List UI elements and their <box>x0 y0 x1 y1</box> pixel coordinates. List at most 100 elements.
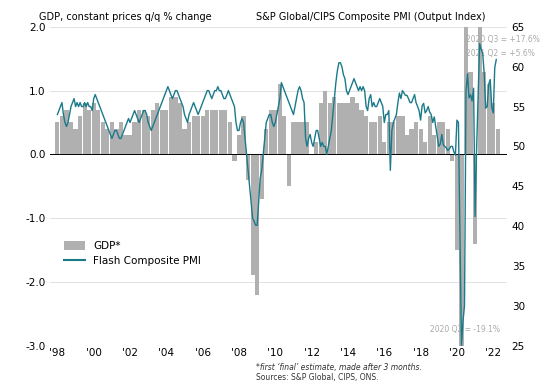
Bar <box>228 122 232 154</box>
Bar <box>400 116 404 154</box>
Bar <box>146 116 150 154</box>
Bar <box>164 110 168 154</box>
Bar <box>409 129 414 154</box>
Bar <box>241 116 246 154</box>
Bar <box>105 129 109 154</box>
Bar <box>405 135 409 154</box>
Bar <box>110 122 114 154</box>
Bar <box>378 116 382 154</box>
Bar <box>482 71 486 154</box>
Bar <box>251 154 255 275</box>
Bar <box>178 103 182 154</box>
Bar <box>55 122 60 154</box>
Bar <box>264 129 268 154</box>
Bar <box>491 103 495 154</box>
Bar <box>60 116 64 154</box>
Bar <box>87 110 91 154</box>
Bar <box>133 122 136 154</box>
Bar <box>382 142 387 154</box>
Bar <box>373 122 377 154</box>
Bar <box>450 154 455 161</box>
Bar <box>183 129 187 154</box>
Bar <box>333 97 336 154</box>
Bar <box>387 122 391 154</box>
Bar <box>219 110 223 154</box>
Bar <box>437 122 441 154</box>
Bar <box>441 122 446 154</box>
Bar <box>350 97 355 154</box>
Bar <box>391 122 395 154</box>
Bar <box>300 122 305 154</box>
Bar <box>187 122 191 154</box>
Text: GDP, constant prices q/q % change: GDP, constant prices q/q % change <box>39 12 212 22</box>
Bar <box>101 122 105 154</box>
Bar <box>487 84 491 154</box>
Bar <box>232 154 237 161</box>
Bar <box>237 135 241 154</box>
Bar <box>473 154 477 243</box>
Bar <box>255 154 259 295</box>
Bar <box>246 154 250 180</box>
Text: S&P Global/CIPS Composite PMI (Output Index): S&P Global/CIPS Composite PMI (Output In… <box>256 12 486 22</box>
Bar <box>319 103 323 154</box>
Bar <box>260 154 264 199</box>
Text: 2020 Q2 = -19.1%: 2020 Q2 = -19.1% <box>429 325 500 334</box>
Bar <box>291 122 296 154</box>
Bar <box>169 97 173 154</box>
Legend: GDP*, Flash Composite PMI: GDP*, Flash Composite PMI <box>60 237 206 270</box>
Bar <box>173 97 178 154</box>
Bar <box>423 142 427 154</box>
Bar <box>92 103 96 154</box>
Bar <box>287 154 291 186</box>
Bar <box>114 129 119 154</box>
Bar <box>124 135 128 154</box>
Bar <box>201 116 205 154</box>
Bar <box>296 122 300 154</box>
Bar <box>355 103 359 154</box>
Bar <box>468 71 473 154</box>
Bar <box>137 110 141 154</box>
Bar <box>273 110 277 154</box>
Bar <box>359 110 364 154</box>
Bar <box>346 103 350 154</box>
Bar <box>65 110 69 154</box>
Text: 2020 Q3 = +17.6%: 2020 Q3 = +17.6% <box>466 35 540 43</box>
Bar <box>96 110 100 154</box>
Bar <box>82 103 87 154</box>
Bar <box>223 110 227 154</box>
Bar <box>455 154 459 250</box>
Bar <box>192 116 196 154</box>
Bar <box>209 110 214 154</box>
Bar <box>155 103 159 154</box>
Text: Sources: S&P Global, CIPS, ONS.: Sources: S&P Global, CIPS, ONS. <box>256 373 379 382</box>
Bar <box>418 129 423 154</box>
Bar <box>128 135 132 154</box>
Bar <box>141 110 146 154</box>
Bar <box>119 122 123 154</box>
Bar <box>341 103 345 154</box>
Bar <box>196 116 200 154</box>
Bar <box>205 110 209 154</box>
Bar <box>214 110 218 154</box>
Bar <box>314 142 318 154</box>
Text: 2021 Q2 = +5.6%: 2021 Q2 = +5.6% <box>466 49 535 58</box>
Bar <box>396 116 400 154</box>
Bar <box>364 116 368 154</box>
Bar <box>69 122 73 154</box>
Bar <box>278 84 282 154</box>
Bar <box>428 116 432 154</box>
Bar <box>446 129 450 154</box>
Bar <box>337 103 341 154</box>
Bar <box>432 135 436 154</box>
Bar <box>328 103 332 154</box>
Bar <box>496 129 500 154</box>
Bar <box>268 110 273 154</box>
Bar <box>150 110 155 154</box>
Text: *first ‘final’ estimate, made after 3 months.: *first ‘final’ estimate, made after 3 mo… <box>256 364 422 372</box>
Bar <box>282 116 286 154</box>
Bar <box>477 27 482 154</box>
Bar <box>460 154 463 346</box>
Bar <box>74 129 77 154</box>
Bar <box>78 116 82 154</box>
Bar <box>369 122 373 154</box>
